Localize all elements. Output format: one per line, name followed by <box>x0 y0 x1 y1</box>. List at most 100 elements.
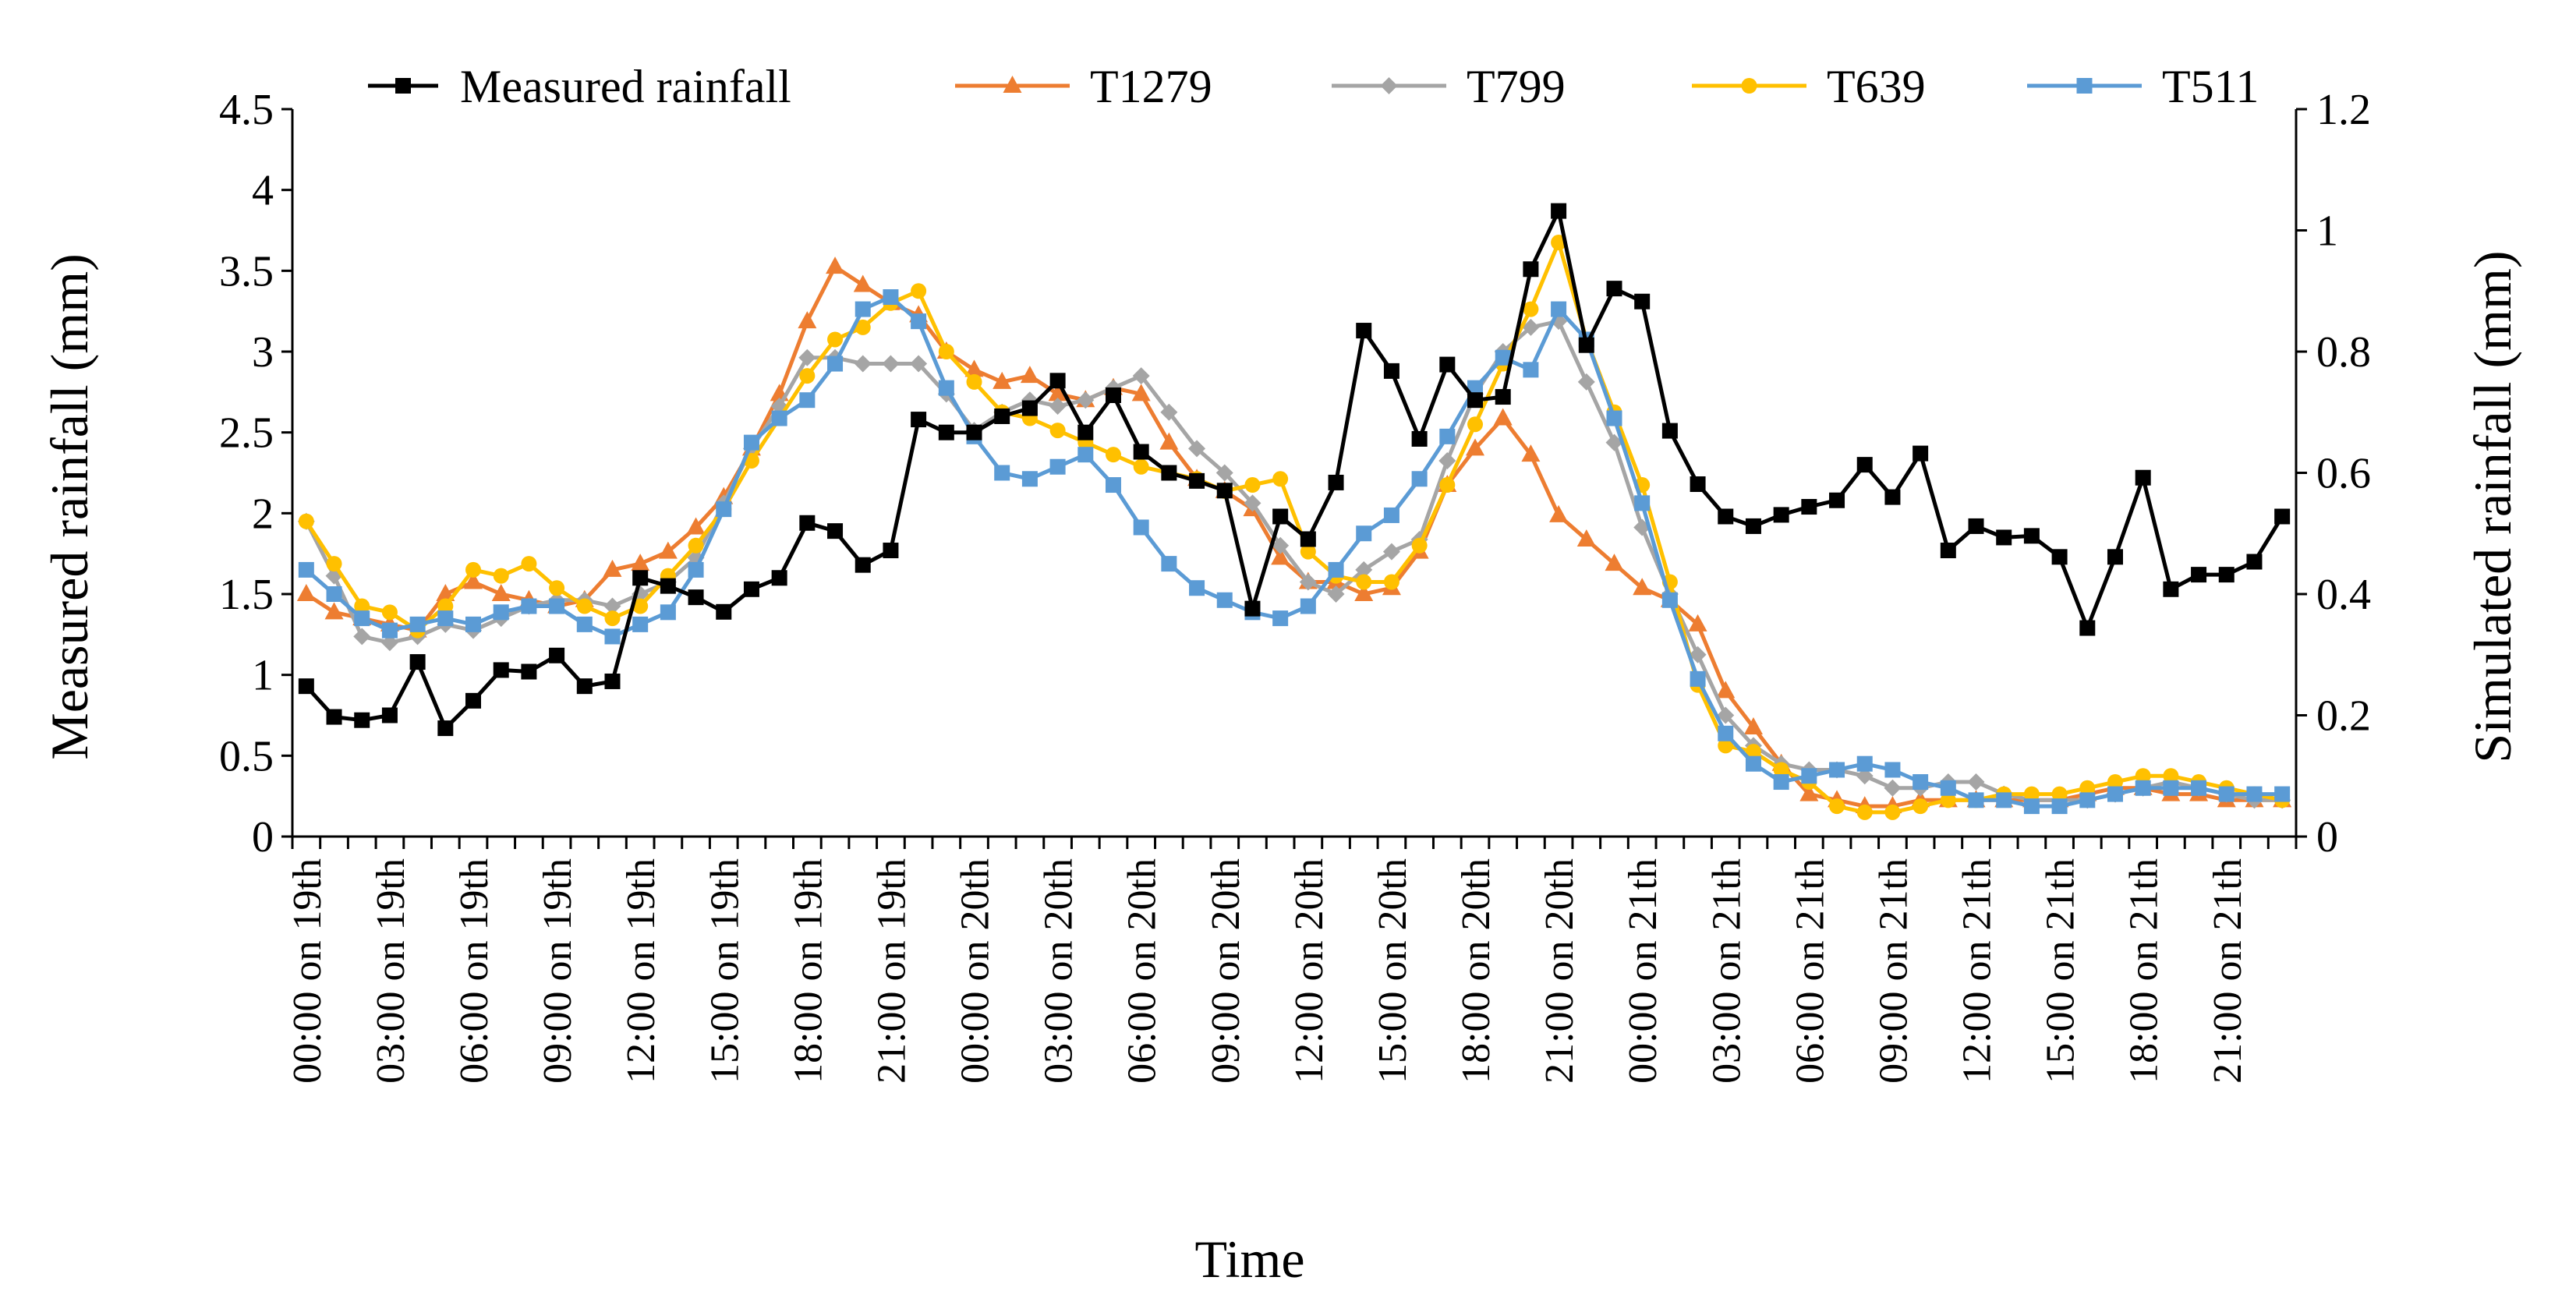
x-tick-label: 18:00 on 20th <box>1454 858 1499 1084</box>
data-point-t639 <box>1439 477 1456 494</box>
data-point-t511 <box>688 561 704 578</box>
data-point-t511 <box>883 289 899 306</box>
x-tick-label: 12:00 on 21th <box>1955 858 2000 1084</box>
data-point-t639 <box>2079 780 2096 796</box>
data-point-measured-rainfall <box>1272 508 1289 525</box>
data-point-t511 <box>576 616 593 632</box>
data-point-t639 <box>911 283 927 299</box>
data-point-t799 <box>1077 391 1095 409</box>
data-point-t511 <box>827 356 844 372</box>
data-point-t511 <box>1634 495 1651 511</box>
data-point-t511 <box>2051 798 2068 815</box>
data-point-t639 <box>1467 416 1484 433</box>
legend-entry-t639: T639 <box>1692 61 1926 112</box>
data-point-t511 <box>799 392 816 409</box>
data-point-t639 <box>1718 738 1734 754</box>
data-point-measured-rainfall <box>604 673 621 689</box>
data-point-t799 <box>1244 494 1261 512</box>
data-point-t1279 <box>1048 384 1067 402</box>
data-point-t1279 <box>1493 408 1513 426</box>
data-point-t639 <box>799 368 816 384</box>
data-point-measured-rainfall <box>493 662 509 678</box>
data-point-t639 <box>2107 774 2123 791</box>
data-point-measured-rainfall <box>1049 373 1066 389</box>
data-point-t799 <box>1382 543 1400 561</box>
data-point-t639 <box>604 610 621 627</box>
data-point-measured-rainfall <box>1189 472 1205 489</box>
data-point-measured-rainfall <box>2246 554 2263 570</box>
data-point-t511 <box>1411 471 1428 487</box>
data-point-t1279 <box>798 311 817 329</box>
series-layer <box>296 203 2292 820</box>
data-point-t511 <box>1189 580 1205 596</box>
data-point-t511 <box>1884 762 1901 778</box>
y-tick-label-left: 4.5 <box>219 86 274 134</box>
y-tick-label-left: 4 <box>252 167 274 215</box>
x-tick-label: 00:00 on 21th <box>1621 858 1665 1084</box>
data-point-t1279 <box>853 274 872 292</box>
data-point-t639 <box>1244 477 1261 494</box>
data-point-t511 <box>1383 507 1399 523</box>
data-point-t511 <box>549 598 565 614</box>
x-tick-label: 09:00 on 20th <box>1204 858 1248 1084</box>
data-point-t511 <box>604 628 621 645</box>
data-point-measured-rainfall <box>1161 465 1177 481</box>
data-point-t511 <box>660 604 676 621</box>
legend-entry-t511: T511 <box>2027 61 2259 112</box>
data-point-measured-rainfall <box>521 663 537 680</box>
axes: 0 0.5 1 1.5 2 2.5 3 3.5 4 4.5 0 0.2 0.4 0.6 0.8 1 1.2 00:… <box>219 86 2371 1084</box>
data-point-t639 <box>1884 804 1901 820</box>
data-point-t799 <box>1132 367 1150 385</box>
data-point-t799 <box>1215 464 1233 482</box>
x-tick-label: 18:00 on 21th <box>2122 858 2167 1084</box>
series-t511 <box>298 289 2291 815</box>
data-point-t799 <box>1689 646 1707 663</box>
data-point-t511 <box>2191 780 2207 796</box>
data-point-t799 <box>882 355 900 373</box>
data-point-t799 <box>1049 397 1067 415</box>
x-tick-label: 21:00 on 21th <box>2206 858 2250 1084</box>
data-point-t799 <box>353 628 371 646</box>
data-point-t639 <box>493 568 509 584</box>
data-point-t799 <box>1967 773 1985 791</box>
data-point-t511 <box>1439 428 1456 444</box>
data-point-t799 <box>380 634 398 652</box>
x-tick-label: 12:00 on 19th <box>619 858 663 1084</box>
data-point-t1279 <box>631 554 650 571</box>
data-point-legend-t799 <box>1380 77 1398 94</box>
data-point-measured-rainfall <box>1884 489 1901 505</box>
data-point-measured-rainfall <box>326 709 342 725</box>
data-point-t1279 <box>464 571 483 589</box>
data-point-t511 <box>1968 792 1984 808</box>
data-point-t511 <box>2023 798 2040 815</box>
data-point-measured-rainfall <box>688 589 704 606</box>
data-point-legend-t1279 <box>1003 76 1022 93</box>
data-point-t1279 <box>1716 681 1736 699</box>
data-point-measured-rainfall <box>1801 499 1817 515</box>
data-point-measured-rainfall <box>465 692 482 709</box>
data-point-t1279 <box>324 602 344 620</box>
data-point-measured-rainfall <box>855 557 871 573</box>
y-axis-title-right: Simulated rainfall (mm) <box>2463 250 2522 762</box>
data-point-t511 <box>1216 592 1233 608</box>
data-point-t511 <box>1021 471 1038 487</box>
data-point-t639 <box>1300 543 1316 560</box>
x-tick-label: 09:00 on 21th <box>1871 858 1916 1084</box>
data-point-measured-rainfall <box>1578 337 1594 353</box>
data-point-t1279 <box>1271 547 1290 565</box>
data-point-measured-rainfall <box>1077 424 1094 440</box>
y-tick-label-right: 0.6 <box>2316 450 2371 498</box>
data-point-measured-rainfall <box>994 408 1010 424</box>
data-point-t511 <box>855 301 871 317</box>
data-point-measured-rainfall <box>2191 567 2207 583</box>
data-point-t511 <box>1077 447 1094 463</box>
data-point-t511 <box>1690 670 1706 687</box>
data-point-t639 <box>326 556 342 572</box>
data-point-t799 <box>1188 440 1206 458</box>
data-point-measured-rainfall <box>771 570 787 586</box>
data-point-t1279 <box>296 584 316 601</box>
data-point-measured-rainfall <box>966 424 982 440</box>
data-point-t511 <box>326 586 342 602</box>
data-point-t639 <box>1523 301 1539 317</box>
y-tick-label-left: 0.5 <box>219 732 274 780</box>
